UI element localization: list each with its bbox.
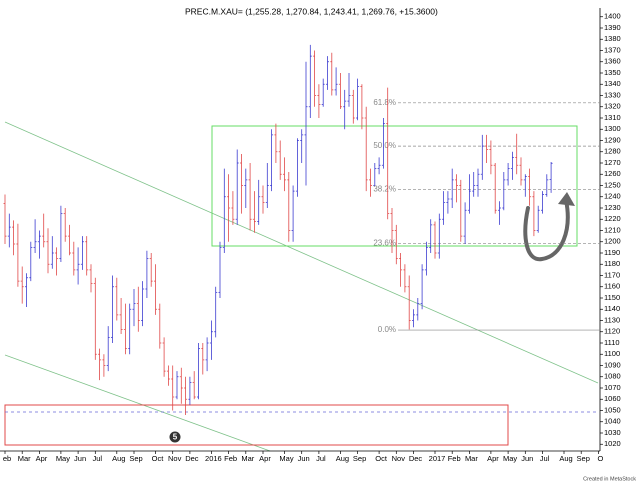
- y-tick-label: 1270: [604, 158, 621, 167]
- x-tick-label: Feb: [224, 454, 237, 463]
- y-tick-label: 1220: [604, 214, 621, 223]
- y-tick-label: 1370: [604, 45, 621, 54]
- range-box: [211, 125, 578, 247]
- x-tick-label: May: [503, 454, 517, 463]
- y-tick-label: 1320: [604, 102, 621, 111]
- y-tick-label: 1120: [604, 327, 620, 336]
- x-tick-label: Sep: [577, 454, 590, 463]
- x-tick-label: Sep: [129, 454, 142, 463]
- y-tick-label: 1020: [604, 439, 621, 448]
- y-tick-label: 1070: [604, 383, 621, 392]
- y-tick-label: 1260: [604, 169, 621, 178]
- chart-title: PREC.M.XAU= (1,255.28, 1,270.84, 1,243.4…: [185, 6, 438, 16]
- curved-arrow: [523, 198, 570, 262]
- y-tick-label: 1210: [604, 225, 621, 234]
- trend-line: [4, 121, 599, 384]
- x-tick-label: May: [279, 454, 293, 463]
- y-tick-label: 1360: [604, 57, 621, 66]
- y-tick-label: 1350: [604, 68, 621, 77]
- y-tick-label: 1330: [604, 90, 621, 99]
- y-tick-label: 1170: [604, 270, 620, 279]
- x-tick-label: Oct: [375, 454, 388, 463]
- y-tick-label: 1230: [604, 203, 621, 212]
- x-tick-label: Feb: [448, 454, 461, 463]
- x-tick-label: Nov: [392, 454, 406, 463]
- y-tick-label: 1040: [604, 417, 621, 426]
- y-tick-label: 1030: [604, 428, 621, 437]
- y-tick-label: 1110: [604, 338, 620, 347]
- x-tick-label: Apr: [259, 454, 271, 463]
- x-tick-label: Mar: [465, 454, 478, 463]
- credit: Created in MetaStock: [583, 476, 636, 482]
- y-tick-label: 1280: [604, 147, 621, 156]
- y-tick-label: 1050: [604, 405, 621, 414]
- y-tick-label: 1200: [604, 237, 621, 246]
- x-tick-label: Dec: [185, 454, 199, 463]
- x-tick-label: 2016: [205, 454, 222, 463]
- x-tick-label: eb: [3, 454, 11, 463]
- x-tick-label: O: [597, 454, 603, 463]
- fib-label: 0.0%: [378, 325, 396, 334]
- fib-label: 23.6%: [373, 239, 396, 248]
- y-tick-label: 1140: [604, 304, 620, 313]
- y-tick-label: 1340: [604, 79, 621, 88]
- y-tick-label: 1180: [604, 259, 620, 268]
- y-tick-label: 1240: [604, 192, 621, 201]
- x-tick-label: Oct: [152, 454, 165, 463]
- y-tick-label: 1400: [604, 12, 621, 21]
- x-tick-label: Jul: [540, 454, 550, 463]
- x-tick-label: Jun: [521, 454, 533, 463]
- fib-label: 61.8%: [373, 98, 396, 107]
- y-tick-label: 1080: [604, 372, 621, 381]
- y-tick-label: 1150: [604, 293, 620, 302]
- x-tick-label: 2017: [429, 454, 446, 463]
- x-tick-label: Dec: [409, 454, 423, 463]
- x-tick-label: Jun: [298, 454, 310, 463]
- y-tick-label: 1310: [604, 113, 621, 122]
- x-tick-label: Jul: [93, 454, 103, 463]
- x-tick-label: Mar: [241, 454, 254, 463]
- support-box: [4, 404, 509, 446]
- x-tick-label: Jul: [316, 454, 326, 463]
- y-tick-label: 1090: [604, 360, 621, 369]
- y-tick-label: 1380: [604, 34, 621, 43]
- fib-label: 38.2%: [373, 185, 396, 194]
- x-tick-label: Nov: [168, 454, 182, 463]
- arrow-head: [558, 192, 575, 206]
- x-tick-label: Sep: [353, 454, 366, 463]
- plot-area: [4, 121, 599, 452]
- marker-circle: [169, 431, 181, 443]
- x-tick-label: Apr: [36, 454, 48, 463]
- y-tick-label: 1300: [604, 124, 621, 133]
- y-tick-label: 1290: [604, 135, 621, 144]
- y-tick-label: 1100: [604, 349, 620, 358]
- x-tick-label: Aug: [112, 454, 125, 463]
- trend-line: [4, 354, 271, 452]
- y-tick-label: 1130: [604, 315, 620, 324]
- y-tick-label: 1190: [604, 248, 620, 257]
- x-tick-label: Jun: [74, 454, 86, 463]
- x-tick-label: Aug: [559, 454, 572, 463]
- y-tick-label: 1390: [604, 23, 621, 32]
- x-tick-label: Aug: [336, 454, 349, 463]
- x-tick-label: Apr: [487, 454, 499, 463]
- marker-label: 5: [173, 433, 178, 442]
- y-tick-label: 1160: [604, 282, 620, 291]
- y-tick-label: 1250: [604, 180, 621, 189]
- fib-label: 50.0%: [373, 141, 396, 150]
- x-tick-label: Mar: [18, 454, 31, 463]
- y-tick-label: 1060: [604, 394, 621, 403]
- x-tick-label: May: [56, 454, 70, 463]
